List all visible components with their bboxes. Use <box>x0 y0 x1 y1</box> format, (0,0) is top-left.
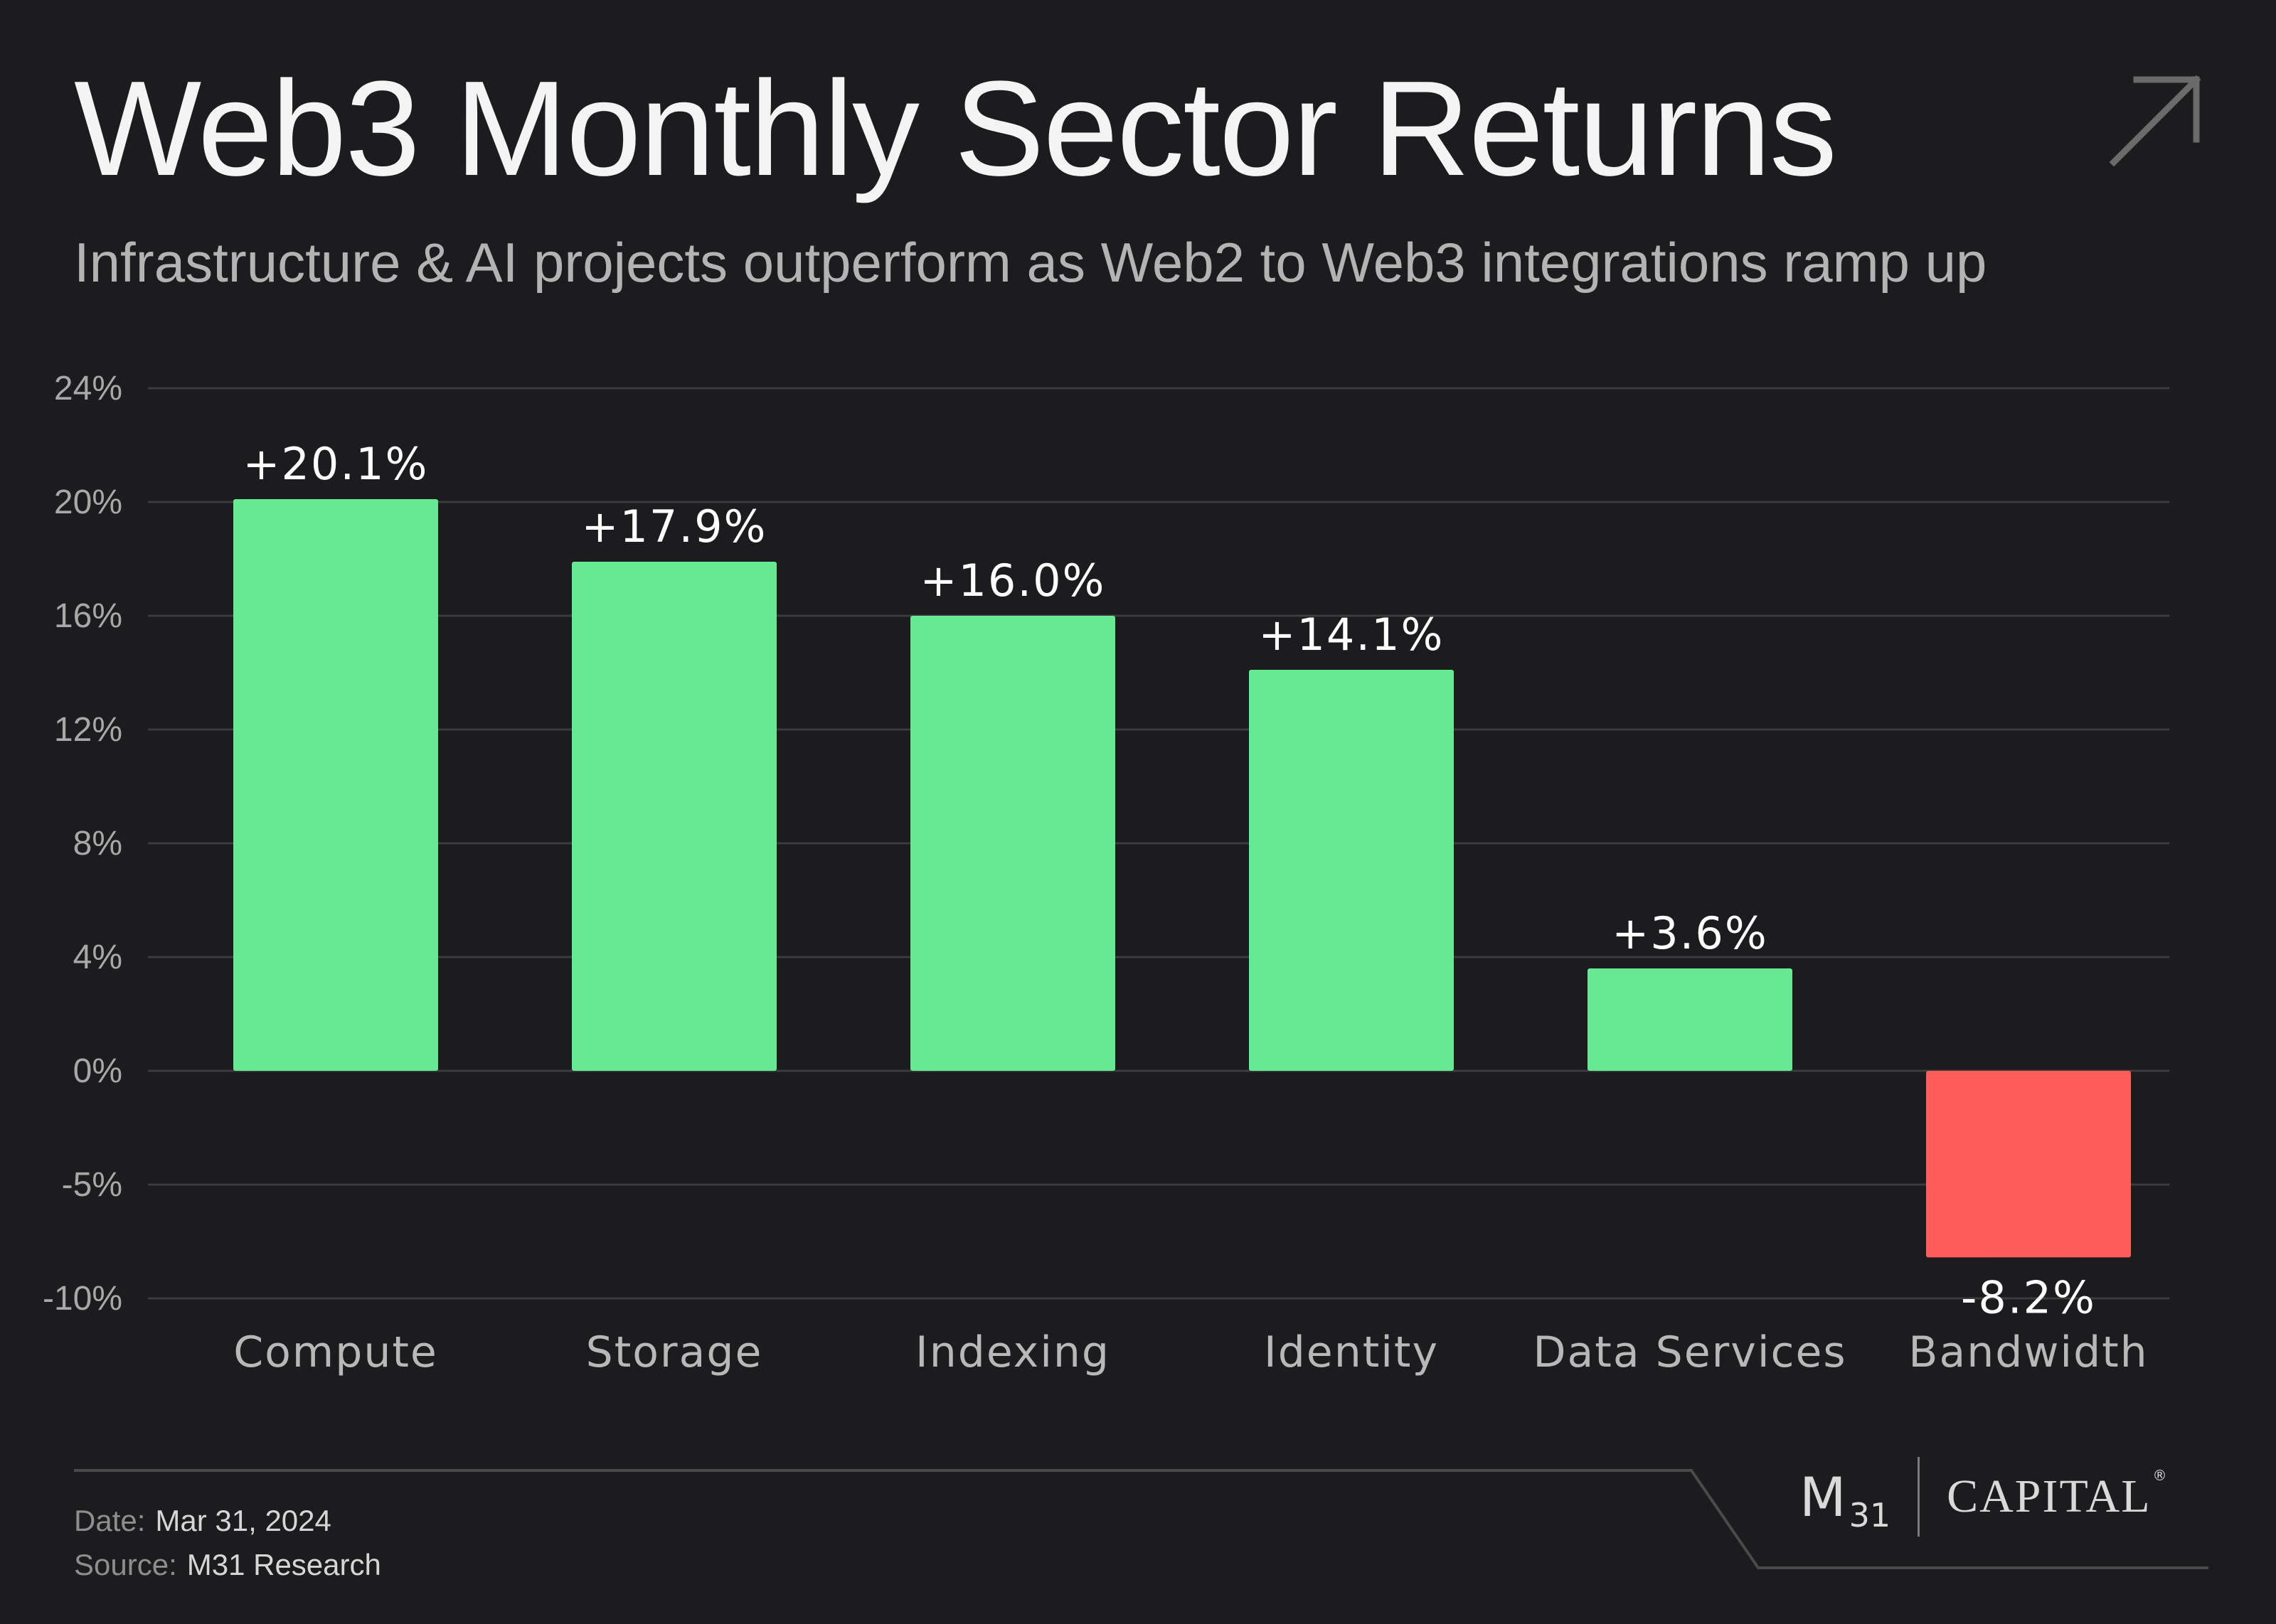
date-value: Mar 31, 2024 <box>155 1504 331 1537</box>
bar <box>1588 968 1792 1071</box>
footer-source: Source: M31 Research <box>74 1548 381 1582</box>
source-key: Source: <box>74 1548 177 1581</box>
logo-m: M <box>1799 1465 1846 1529</box>
y-tick-label: 4% <box>73 939 122 976</box>
data-label: +3.6% <box>1612 907 1767 959</box>
category-label: Indexing <box>915 1327 1110 1377</box>
x-axis-categories: Compute Storage Indexing Identity Data Servi… <box>233 1327 2148 1377</box>
bar <box>233 499 438 1071</box>
chart-title: Web3 Monthly Sector Returns <box>74 53 1837 204</box>
y-tick-label: 8% <box>73 825 122 862</box>
source-value: M31 Research <box>186 1548 381 1581</box>
footer-date: Date: Mar 31, 2024 <box>74 1504 331 1538</box>
m31-capital-logo: M 31 CAPITAL ® <box>1799 1454 2167 1539</box>
category-label: Data Services <box>1533 1327 1846 1377</box>
y-axis-ticks: 24% 20% 16% 12% 8% 4% 0% -5% -10% <box>43 370 122 1318</box>
registered-mark: ® <box>2152 1467 2167 1484</box>
bar <box>910 616 1115 1071</box>
data-label: -8.2% <box>1961 1271 2096 1323</box>
bar <box>1249 670 1454 1071</box>
logo-word: CAPITAL <box>1947 1470 2152 1522</box>
category-label: Storage <box>586 1327 763 1377</box>
y-tick-label: -10% <box>43 1280 122 1318</box>
data-labels: +20.1% +17.9% +16.0% +14.1% +3.6% -8.2% <box>243 438 2096 1323</box>
category-label: Bandwidth <box>1908 1327 2148 1377</box>
logo-divider <box>1918 1457 1920 1537</box>
bar <box>1926 1071 2131 1258</box>
y-tick-label: -5% <box>62 1166 122 1204</box>
y-tick-label: 0% <box>73 1052 122 1090</box>
data-label: +14.1% <box>1259 609 1445 661</box>
data-label: +17.9% <box>582 501 767 552</box>
gridlines <box>148 387 2169 1300</box>
bar <box>572 562 777 1071</box>
arrow-up-right-icon <box>2109 75 2201 167</box>
footer-divider-line <box>74 1469 2208 1569</box>
chart-subtitle: Infrastructure & AI projects outperform … <box>74 231 1987 294</box>
bars <box>233 499 2131 1258</box>
date-key: Date: <box>74 1504 146 1537</box>
y-tick-label: 12% <box>54 711 122 749</box>
category-label: Compute <box>233 1327 438 1377</box>
data-label: +16.0% <box>920 555 1106 607</box>
category-label: Identity <box>1264 1327 1439 1377</box>
y-tick-label: 24% <box>54 370 122 407</box>
logo-number: 31 <box>1849 1496 1891 1534</box>
y-tick-label: 20% <box>54 484 122 521</box>
data-label: +20.1% <box>243 438 429 490</box>
y-tick-label: 16% <box>54 597 122 635</box>
